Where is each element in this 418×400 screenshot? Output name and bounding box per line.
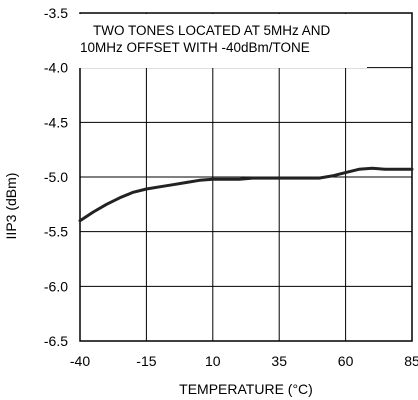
y-tick-labels: -6.5 -6.0 -5.5 -5.0 -4.5 -4.0 -3.5 <box>44 5 68 349</box>
x-tick-label: -15 <box>136 353 156 369</box>
annotation-box: TWO TONES LOCATED AT 5MHz AND 10MHz OFFS… <box>77 14 367 68</box>
y-axis-title: IIP3 (dBm) <box>3 173 19 240</box>
series-line <box>78 166 414 223</box>
x-tick-label: 85 <box>404 353 418 369</box>
y-tick-label: -4.0 <box>44 60 68 76</box>
y-tick-label: -6.5 <box>44 333 68 349</box>
y-tick-label: -5.5 <box>44 224 68 240</box>
y-tick-label: -6.0 <box>44 278 68 294</box>
x-tick-label: 10 <box>205 353 221 369</box>
x-tick-label: -40 <box>70 353 90 369</box>
y-tick-label: -5.0 <box>44 169 68 185</box>
x-tick-label: 35 <box>271 353 287 369</box>
x-tick-label: 60 <box>338 353 354 369</box>
series-group <box>78 166 414 223</box>
y-tick-label: -4.5 <box>44 114 68 130</box>
y-tick-label: -3.5 <box>44 5 68 21</box>
annotation-background <box>77 14 367 68</box>
x-axis-title: TEMPERATURE (°C) <box>179 381 313 397</box>
annotation-line-1: TWO TONES LOCATED AT 5MHz AND <box>93 23 331 38</box>
annotation-line-2: 10MHz OFFSET WITH -40dBm/TONE <box>80 40 310 55</box>
plot-frame <box>79 12 413 342</box>
x-tick-labels: -40 -15 10 35 60 85 <box>70 353 418 369</box>
